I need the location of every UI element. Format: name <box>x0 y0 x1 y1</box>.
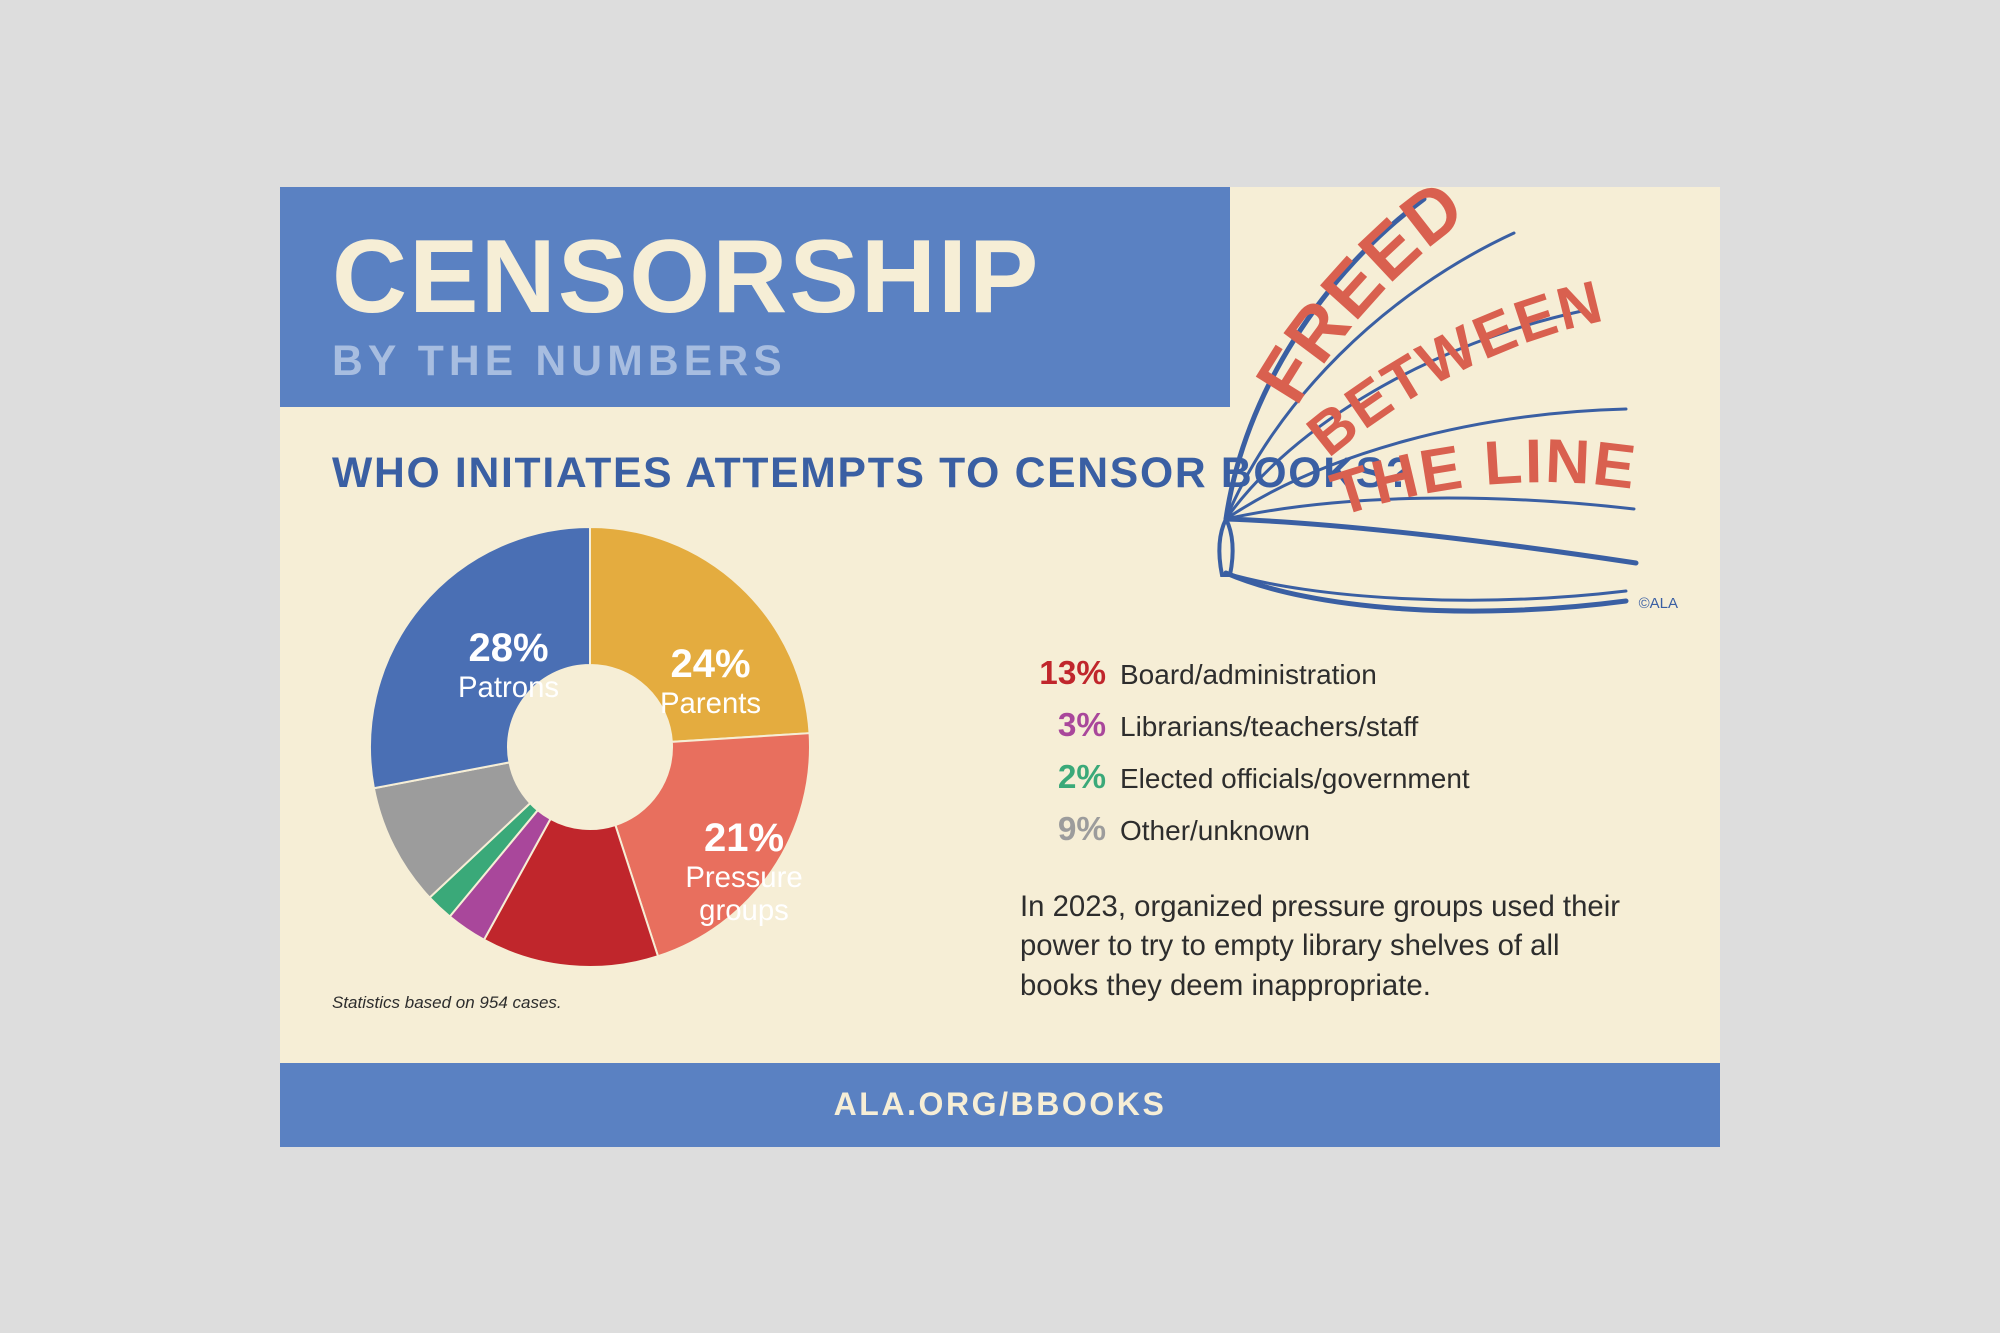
book-illustration: FREEDBETWEENTHE LINES <box>1174 203 1684 643</box>
book-svg: FREEDBETWEENTHE LINES <box>1174 203 1684 643</box>
legend-row: 2% Elected officials/government <box>1020 759 1470 797</box>
donut-chart: 24%Parents21%Pressure groups28%Patrons <box>360 517 820 977</box>
legend-label: Board/administration <box>1120 659 1377 691</box>
legend-pct: 3% <box>1020 707 1106 745</box>
footer-bar: ALA.ORG/BBOOKS <box>280 1063 1720 1147</box>
copyright-label: ©ALA <box>1639 595 1678 612</box>
stats-note: Statistics based on 954 cases. <box>332 993 562 1013</box>
legend-pct: 9% <box>1020 811 1106 849</box>
blurb-text: In 2023, organized pressure groups used … <box>1020 887 1620 1006</box>
header-title: CENSORSHIP <box>332 225 1180 329</box>
legend-label: Librarians/teachers/staff <box>1120 711 1418 743</box>
donut-slice <box>590 527 810 742</box>
donut-svg <box>360 517 820 977</box>
legend-pct: 13% <box>1020 655 1106 693</box>
legend: 13% Board/administration 3% Librarians/teac… <box>1020 655 1470 863</box>
legend-pct: 2% <box>1020 759 1106 797</box>
legend-label: Other/unknown <box>1120 815 1310 847</box>
header-subtitle: BY THE NUMBERS <box>332 337 1180 386</box>
legend-row: 3% Librarians/teachers/staff <box>1020 707 1470 745</box>
legend-row: 9% Other/unknown <box>1020 811 1470 849</box>
footer-link-text: ALA.ORG/BBOOKS <box>834 1086 1167 1123</box>
donut-slice <box>370 527 590 788</box>
header-bar: CENSORSHIP BY THE NUMBERS <box>280 187 1230 407</box>
legend-row: 13% Board/administration <box>1020 655 1470 693</box>
infographic-card: CENSORSHIP BY THE NUMBERS WHO INITIATES … <box>280 187 1720 1147</box>
legend-label: Elected officials/government <box>1120 763 1470 795</box>
